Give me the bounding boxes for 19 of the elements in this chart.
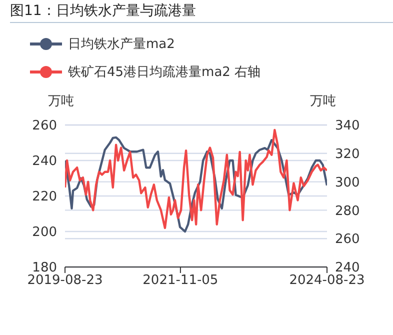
y-tick-label: 240 [32,154,57,170]
y2-tick-label: 340 [335,118,360,134]
y2-tick-label: 260 [335,232,360,248]
x-tick-label: 2024-08-23 [289,273,365,288]
y2-tick-label: 240 [335,260,360,276]
y-tick-label: 200 [32,225,57,240]
chart-title: 图11：日均铁水产量与疏港量 [10,2,196,20]
y2-tick-label: 320 [335,147,360,162]
y2-tick-label: 300 [335,175,360,190]
legend-label: 铁矿石45港日均疏港量ma2 右轴 [68,64,261,81]
y-axis-title: 万吨 [48,93,74,110]
x-tick-label: 2019-08-23 [27,273,103,288]
x-tick-label: 2021-11-05 [142,273,218,288]
y2-axis-title: 万吨 [310,93,336,110]
y-tick-label: 220 [32,190,57,205]
y-tick-label: 260 [32,118,57,134]
y2-tick-label: 280 [335,204,360,219]
legend-label: 日均铁水产量ma2 [68,36,175,53]
y-tick-label: 180 [32,260,57,276]
